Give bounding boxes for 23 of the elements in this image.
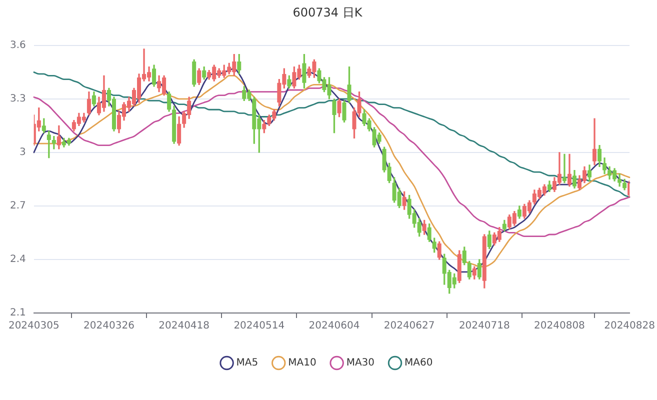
y-tick-label: 3.3 xyxy=(10,94,26,105)
x-tick-label: 20240718 xyxy=(458,320,510,332)
x-tick-label: 20240514 xyxy=(234,320,285,332)
y-tick-label: 2.4 xyxy=(10,254,26,266)
y-tick-label: 3.6 xyxy=(10,40,26,51)
chart-title: 600734 日K xyxy=(292,5,364,20)
x-tick-label: 20240627 xyxy=(384,320,435,332)
candlestick xyxy=(592,118,597,166)
x-tick-label: 20240604 xyxy=(308,320,360,332)
y-tick-label: 2.7 xyxy=(10,200,26,212)
x-tick-label: 20240326 xyxy=(84,320,134,332)
line-series xyxy=(33,71,630,198)
legend-label: MA5 xyxy=(236,358,258,369)
legend-label: MA30 xyxy=(346,358,375,369)
legend-label: MA60 xyxy=(404,358,433,369)
candlestick xyxy=(562,154,566,184)
legend-label: MA10 xyxy=(288,358,316,369)
x-tick-label: 20240305 xyxy=(8,320,60,332)
x-tick-label: 20240418 xyxy=(158,320,210,332)
y-tick-label: 2.1 xyxy=(10,308,26,319)
x-tick-label: 20240808 xyxy=(534,320,585,332)
x-tick-label: 20240828 xyxy=(604,320,656,332)
y-tick-label: 3 xyxy=(20,147,26,158)
